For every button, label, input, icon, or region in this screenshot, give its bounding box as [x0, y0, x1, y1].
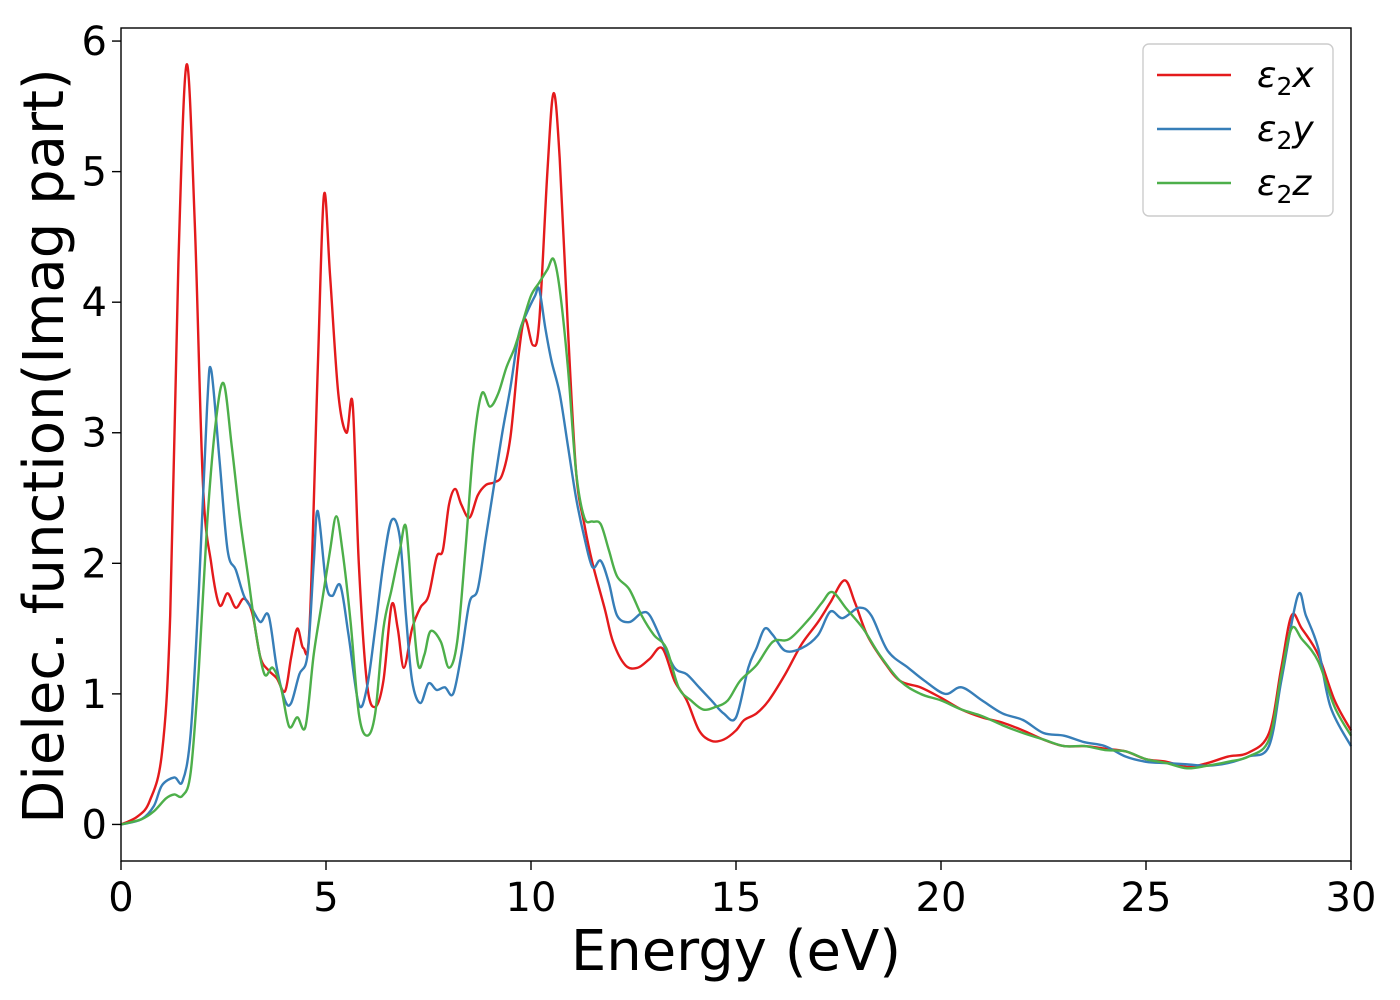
- legend-label-x: ε2x: [1257, 55, 1314, 101]
- x-tick-label: 5: [313, 875, 338, 921]
- x-tick-label: 15: [711, 875, 762, 921]
- series-layer: [120, 63, 1353, 826]
- legend: ε2x ε2y ε2z: [1142, 43, 1334, 217]
- y-tick-label: 2: [82, 541, 107, 587]
- y-tick-label: 4: [82, 280, 107, 326]
- series-line-y: [120, 286, 1353, 826]
- y-tick-label: 0: [82, 802, 107, 848]
- legend-box: [1142, 43, 1334, 217]
- series-line-z: [120, 257, 1353, 826]
- x-tick-label: 0: [108, 875, 133, 921]
- x-tick-label: 10: [506, 875, 557, 921]
- legend-label-y: ε2y: [1257, 109, 1314, 155]
- legend-label-z: ε2z: [1257, 163, 1312, 209]
- x-axis-title: Energy (eV): [571, 919, 901, 984]
- y-axis-title: Dielec. function(Imag part): [12, 68, 77, 824]
- y-tick-label: 5: [82, 150, 107, 196]
- y-tick-label: 3: [82, 411, 107, 457]
- x-tick-label: 25: [1121, 875, 1172, 921]
- y-tick-label: 1: [82, 672, 107, 718]
- x-tick-label: 20: [916, 875, 967, 921]
- y-tick-label: 6: [82, 19, 107, 65]
- y-axis: 0 1 2 3 4 5 6: [82, 19, 121, 848]
- x-tick-label: 30: [1326, 875, 1377, 921]
- x-axis: 0 5 10 15 20 25 30: [108, 861, 1376, 921]
